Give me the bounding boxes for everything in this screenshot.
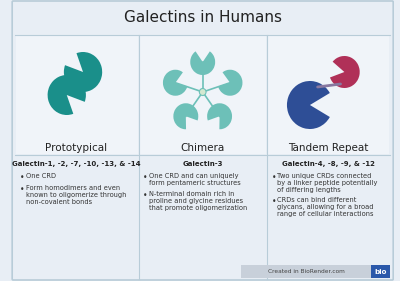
- FancyBboxPatch shape: [241, 265, 386, 278]
- Text: Prototypical: Prototypical: [45, 143, 107, 153]
- Wedge shape: [287, 81, 330, 129]
- Text: Tandem Repeat: Tandem Repeat: [288, 143, 368, 153]
- Text: •: •: [20, 185, 24, 194]
- Text: Galectins in Humans: Galectins in Humans: [124, 10, 282, 26]
- Text: •: •: [272, 197, 276, 206]
- Text: bio: bio: [374, 269, 387, 275]
- Text: •: •: [143, 173, 148, 182]
- Text: Galectin-4, -8, -9, & -12: Galectin-4, -8, -9, & -12: [282, 161, 375, 167]
- Text: Form homodimers and even
known to oligomerize through
non-covalent bonds: Form homodimers and even known to oligom…: [26, 185, 126, 205]
- FancyBboxPatch shape: [16, 36, 138, 154]
- Text: •: •: [20, 173, 24, 182]
- FancyBboxPatch shape: [371, 265, 390, 278]
- Text: Galectin-3: Galectin-3: [182, 161, 223, 167]
- Text: •: •: [272, 173, 276, 182]
- Wedge shape: [190, 51, 215, 75]
- Wedge shape: [330, 56, 360, 88]
- Wedge shape: [218, 70, 242, 96]
- Text: Chimera: Chimera: [180, 143, 225, 153]
- Text: One CRD and can uniquely
form pentameric structures: One CRD and can uniquely form pentameric…: [149, 173, 241, 186]
- FancyBboxPatch shape: [140, 36, 266, 154]
- Text: One CRD: One CRD: [26, 173, 56, 179]
- Text: Created in BioRender.com: Created in BioRender.com: [268, 269, 344, 274]
- Wedge shape: [64, 52, 102, 92]
- FancyBboxPatch shape: [12, 1, 393, 280]
- Wedge shape: [48, 75, 86, 115]
- Text: CRDs can bind different
glycans, allowing for a broad
range of cellular interact: CRDs can bind different glycans, allowin…: [277, 197, 374, 217]
- FancyBboxPatch shape: [268, 36, 389, 154]
- Text: Galectin-1, -2, -7, -10, -13, & -14: Galectin-1, -2, -7, -10, -13, & -14: [12, 161, 141, 167]
- Wedge shape: [173, 103, 198, 129]
- Text: N-terminal domain rich in
proline and glycine residues
that promote oligomerizat: N-terminal domain rich in proline and gl…: [149, 191, 247, 211]
- Text: Two unique CRDs connected
by a linker peptide potentially
of differing lengths: Two unique CRDs connected by a linker pe…: [277, 173, 378, 193]
- Text: •: •: [143, 191, 148, 200]
- Wedge shape: [163, 70, 187, 96]
- Wedge shape: [207, 103, 232, 129]
- Circle shape: [199, 89, 206, 96]
